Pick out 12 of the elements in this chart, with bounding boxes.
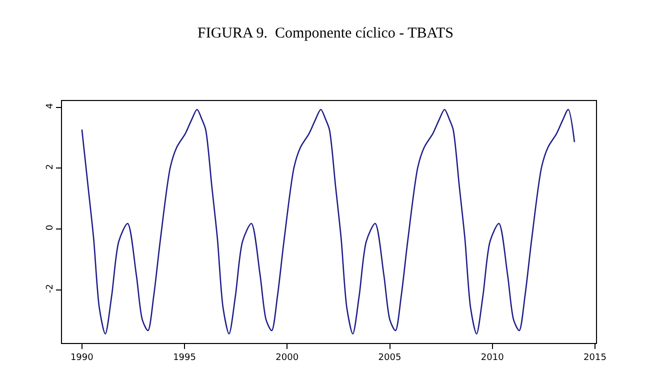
- x-tick-label: 2005: [378, 352, 402, 363]
- y-tick-label: 0: [45, 224, 56, 231]
- x-tick-label: 2000: [276, 352, 299, 363]
- line-series: [81, 108, 576, 335]
- chart-title: FIGURA 9. Componente cíclico - TBATS: [198, 26, 454, 42]
- x-tick-label: 1995: [173, 352, 196, 363]
- x-tick-label: 2010: [480, 352, 504, 363]
- y-tick-label: 4: [45, 102, 56, 109]
- y-tick-label: -2: [45, 284, 56, 293]
- x-tick-label: 2015: [584, 352, 606, 363]
- y-tick-label: 2: [45, 164, 56, 170]
- x-tick-label: 1990: [70, 352, 94, 363]
